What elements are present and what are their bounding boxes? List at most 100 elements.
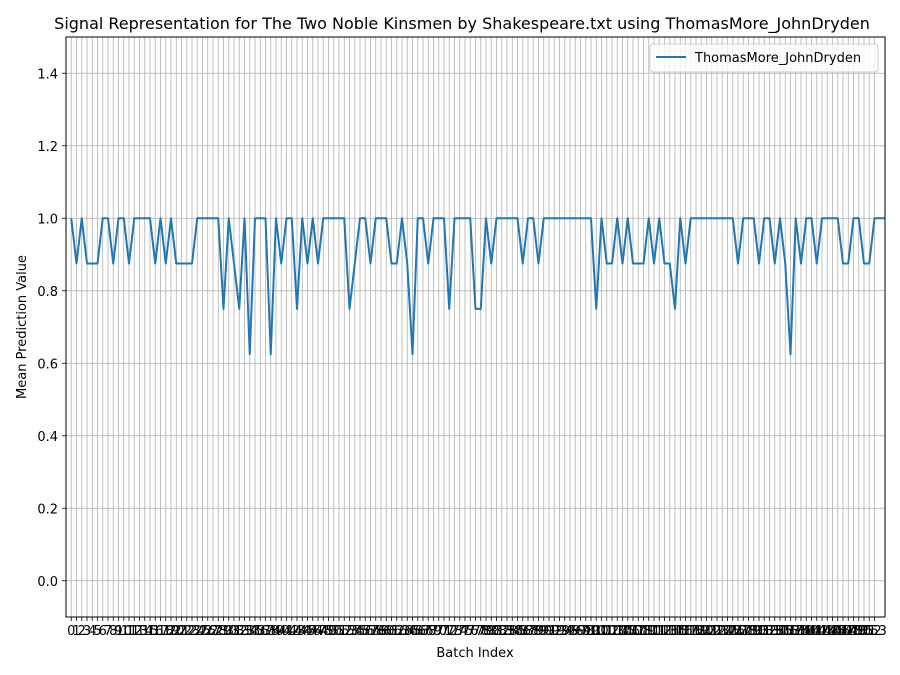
x-tick-label: 52 [336, 624, 353, 639]
x-tick-label: 151 [852, 624, 877, 639]
x-tick-label: 104 [605, 624, 630, 639]
x-tick-label: 120 [689, 624, 714, 639]
x-tick-label: 105 [610, 624, 635, 639]
x-tick-label: 115 [663, 624, 688, 639]
x-tick-label: 106 [615, 624, 640, 639]
x-tick-label: 14 [136, 624, 153, 639]
x-tick-label: 88 [525, 624, 542, 639]
x-tick-label: 42 [283, 624, 300, 639]
x-tick-label: 61 [383, 624, 400, 639]
y-tick-label: 1.2 [37, 140, 58, 155]
y-tick-label: 1.0 [37, 212, 58, 227]
x-tick-label: 132 [752, 624, 777, 639]
x-tick-label: 130 [741, 624, 766, 639]
x-gridlines [70, 37, 875, 617]
x-tick-label: 49 [320, 624, 337, 639]
x-tick-label: 4 [88, 624, 96, 639]
x-tick-label: 77 [467, 624, 484, 639]
x-tick-label: 148 [836, 624, 861, 639]
x-tick-label: 114 [657, 624, 682, 639]
x-tick-label: 87 [520, 624, 537, 639]
x-tick-label: 68 [420, 624, 437, 639]
x-tick-label: 21 [173, 624, 190, 639]
x-tick-label: 32 [231, 624, 248, 639]
x-tick-label: 107 [621, 624, 646, 639]
x-tick-label: 74 [451, 624, 468, 639]
x-tick-label: 35 [247, 624, 264, 639]
x-tick-label: 38 [262, 624, 279, 639]
x-tick-label: 137 [778, 624, 803, 639]
x-tick-label: 55 [352, 624, 369, 639]
x-tick-label: 70 [430, 624, 447, 639]
x-tick-label: 44 [294, 624, 311, 639]
x-tick-label: 127 [726, 624, 751, 639]
x-tick-label: 122 [699, 624, 724, 639]
x-tick-label: 48 [315, 624, 332, 639]
x-tick-label: 86 [514, 624, 531, 639]
x-tick-label: 103 [600, 624, 625, 639]
x-tick-label: 45 [299, 624, 316, 639]
x-tick-label: 67 [415, 624, 432, 639]
x-tick-label: 76 [462, 624, 479, 639]
x-tick-label: 90 [535, 624, 552, 639]
x-tick-label: 141 [799, 624, 824, 639]
y-tick-label: 0.8 [37, 285, 58, 300]
x-tick-label: 147 [831, 624, 856, 639]
x-tick-label: 102 [594, 624, 619, 639]
x-tick-label: 53 [341, 624, 358, 639]
x-tick-label: 19 [163, 624, 180, 639]
x-tick-label: 0 [67, 624, 75, 639]
x-tick-label: 118 [678, 624, 703, 639]
x-tick-label: 72 [441, 624, 458, 639]
x-tick-label: 79 [478, 624, 495, 639]
y-tick-label: 0.6 [37, 357, 58, 372]
x-tick-label: 129 [736, 624, 761, 639]
x-tick-label: 146 [825, 624, 850, 639]
chart-title: Signal Representation for The Two Noble … [54, 14, 870, 34]
x-tick-label: 92 [546, 624, 563, 639]
x-tick-label: 98 [577, 624, 594, 639]
x-tick-label: 99 [583, 624, 600, 639]
y-axis-title: Mean Prediction Value [15, 255, 30, 399]
x-tick-label: 84 [504, 624, 521, 639]
x-tick-label: 75 [457, 624, 474, 639]
x-tick-label: 89 [530, 624, 547, 639]
x-tick-label: 152 [857, 624, 882, 639]
x-tick-label: 17 [152, 624, 169, 639]
x-tick-label: 8 [109, 624, 117, 639]
x-tick-label: 81 [488, 624, 505, 639]
x-tick-label: 51 [331, 624, 348, 639]
x-tick-label: 20 [168, 624, 185, 639]
x-tick-label: 66 [409, 624, 426, 639]
x-axis-title: Batch Index [436, 646, 514, 661]
x-tick-label: 69 [425, 624, 442, 639]
x-tick-label: 145 [820, 624, 845, 639]
x-tick-label: 9 [114, 624, 122, 639]
x-tick-label: 73 [446, 624, 463, 639]
x-tick-label: 12 [126, 624, 143, 639]
x-axis-ticks: 0123456789101112131415161718192021222324… [67, 617, 887, 639]
legend-label: ThomasMore_JohnDryden [694, 51, 861, 66]
x-tick-label: 71 [436, 624, 453, 639]
x-tick-label: 26 [199, 624, 216, 639]
x-tick-label: 46 [304, 624, 321, 639]
x-tick-label: 95 [562, 624, 579, 639]
x-tick-label: 116 [668, 624, 693, 639]
x-tick-label: 27 [205, 624, 222, 639]
x-tick-label: 5 [93, 624, 101, 639]
x-tick-label: 140 [794, 624, 819, 639]
x-tick-label: 63 [394, 624, 411, 639]
x-tick-label: 28 [210, 624, 227, 639]
x-tick-label: 24 [189, 624, 206, 639]
x-tick-label: 124 [710, 624, 735, 639]
x-tick-label: 108 [626, 624, 651, 639]
x-tick-label: 10 [115, 624, 132, 639]
x-tick-label: 57 [362, 624, 379, 639]
x-tick-label: 11 [121, 624, 138, 639]
x-tick-label: 1 [72, 624, 80, 639]
x-tick-label: 62 [388, 624, 405, 639]
x-tick-label: 93 [551, 624, 568, 639]
x-tick-label: 22 [178, 624, 195, 639]
x-tick-label: 25 [194, 624, 211, 639]
